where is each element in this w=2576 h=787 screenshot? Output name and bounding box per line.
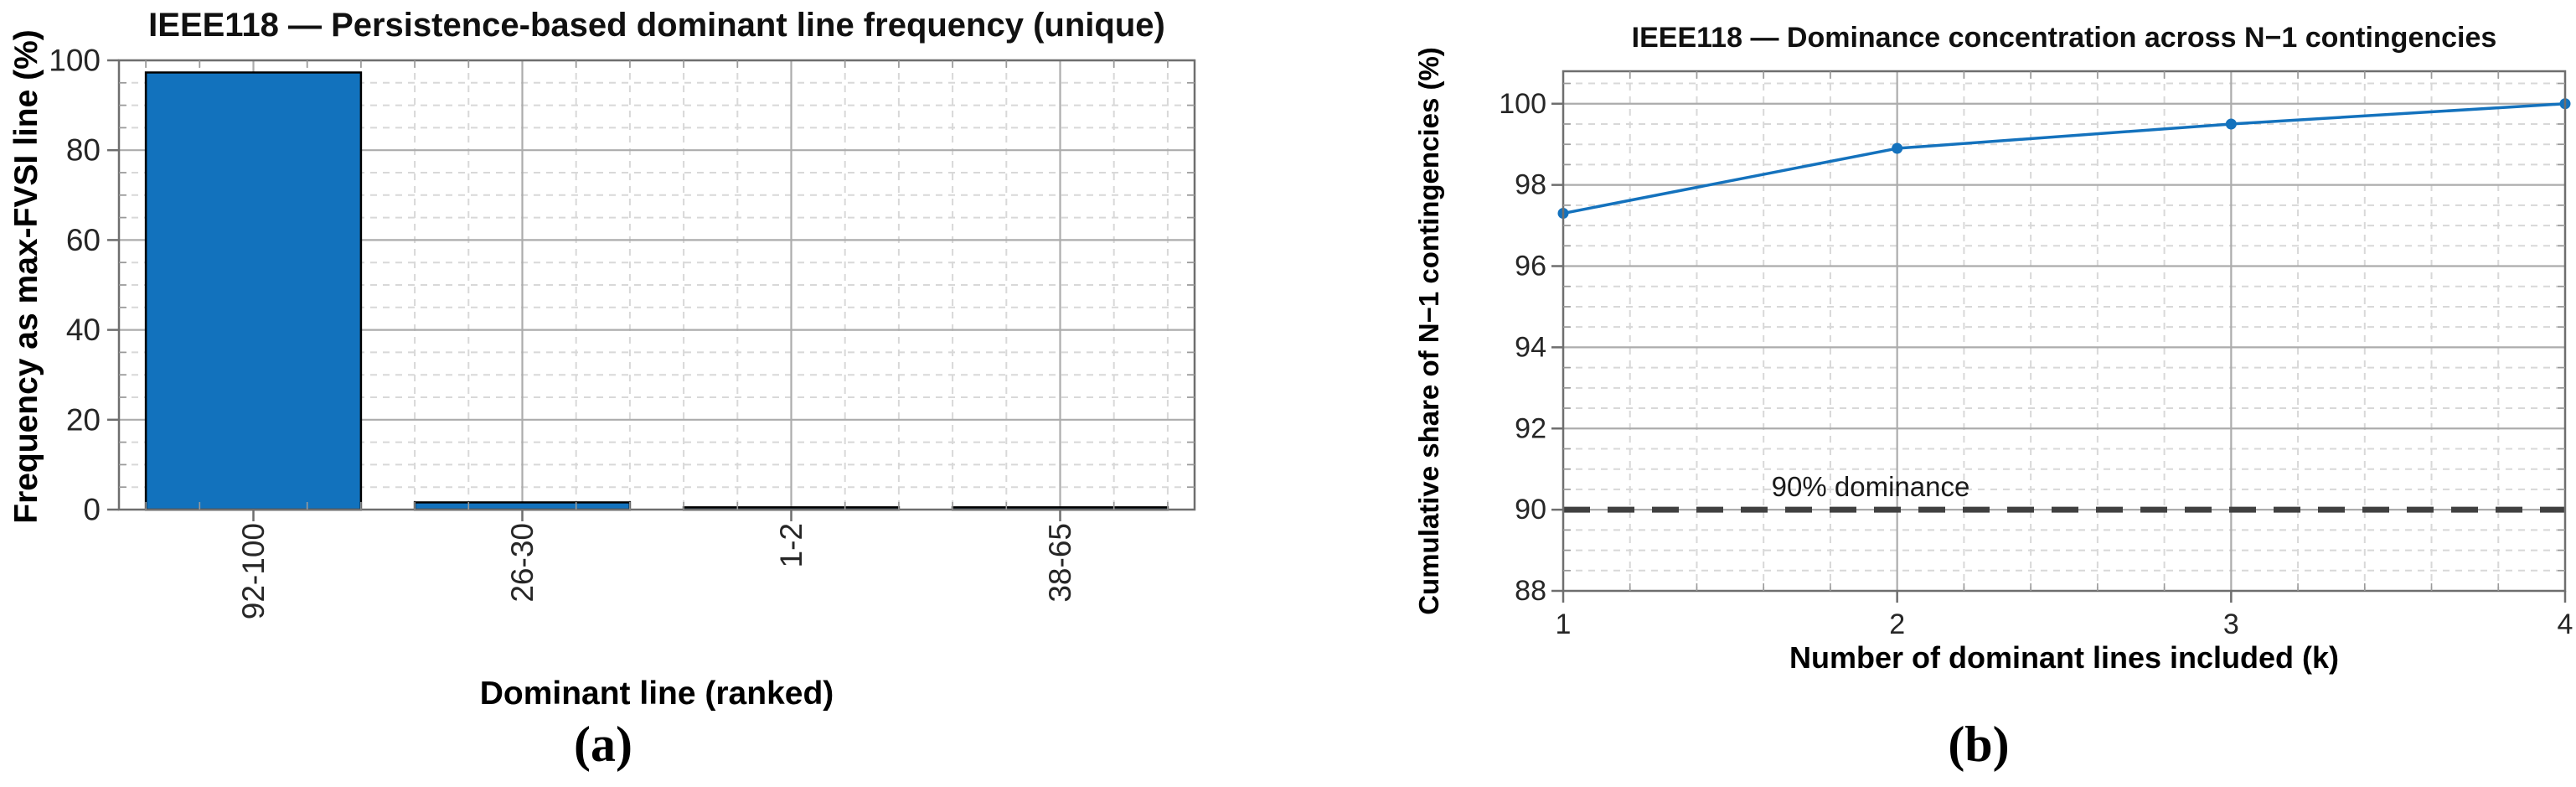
panel-a-bars — [144, 71, 1169, 511]
y-tick-label: 20 — [66, 402, 101, 437]
y-tick-label: 100 — [49, 44, 101, 78]
panel-b-markers — [1557, 98, 2571, 220]
panel-b: 88 90 92 94 96 98 100 1 2 3 4 — [1499, 70, 2573, 640]
panel-b-axes-box — [1562, 70, 2567, 593]
panel-b-minor-grid — [1563, 71, 2565, 591]
panel-b-x-axis-label: Number of dominant lines included (k) — [1789, 640, 2340, 675]
y-tick-label: 80 — [66, 133, 101, 168]
y-tick-label: 60 — [66, 223, 101, 257]
panel-b-ticks — [1551, 71, 2567, 603]
y-tick-label: 0 — [83, 493, 101, 527]
panel-b-major-grid — [1563, 71, 2565, 591]
y-tick-label: 100 — [1499, 88, 1546, 120]
y-tick-label: 96 — [1515, 251, 1546, 282]
panel-b-tick-labels: 88 90 92 94 96 98 100 1 2 3 4 — [1499, 88, 2573, 640]
y-tick-label: 40 — [66, 313, 101, 347]
threshold-annotation: 90% dominance — [1771, 471, 1970, 502]
panel-a: 0 20 40 60 80 100 92-100 26-30 1-2 38-65 — [49, 44, 1196, 620]
data-point-k2 — [1892, 142, 1903, 154]
panel-a-caption: (a) — [574, 717, 632, 772]
y-tick-label: 88 — [1515, 575, 1546, 607]
bar-26-30 — [413, 501, 632, 511]
data-point-k3 — [2225, 118, 2237, 130]
y-tick-label: 94 — [1515, 331, 1546, 363]
x-tick-label: 4 — [2558, 608, 2573, 640]
panel-b-y-axis-label: Cumulative share of N−1 contingencies (%… — [1413, 47, 1444, 615]
x-tick-label: 1 — [1556, 608, 1572, 640]
panel-a-tick-labels: 0 20 40 60 80 100 92-100 26-30 1-2 38-65 — [49, 44, 1077, 620]
bar-92-100 — [144, 71, 363, 511]
x-tick-label: 38-65 — [1043, 523, 1077, 603]
x-tick-label: 1-2 — [774, 523, 808, 567]
x-tick-label: 3 — [2223, 608, 2239, 640]
x-tick-label: 92-100 — [236, 523, 271, 619]
panel-b-title: IEEE118 — Dominance concentration across… — [1631, 22, 2497, 54]
panel-a-ticks — [107, 59, 1195, 521]
y-tick-label: 98 — [1515, 169, 1546, 201]
panel-a-x-axis-label: Dominant line (ranked) — [479, 676, 834, 712]
panel-a-y-axis-label: Frequency as max-FVSI line (%) — [8, 29, 44, 524]
x-tick-label: 26-30 — [505, 523, 539, 603]
cumulative-share-line — [1562, 102, 2566, 215]
y-tick-label: 92 — [1515, 412, 1546, 444]
panel-a-title: IEEE118 — Persistence-based dominant lin… — [148, 7, 1165, 44]
x-tick-label: 2 — [1889, 608, 1905, 640]
panel-b-caption: (b) — [1948, 717, 2010, 772]
y-tick-label: 90 — [1515, 494, 1546, 526]
